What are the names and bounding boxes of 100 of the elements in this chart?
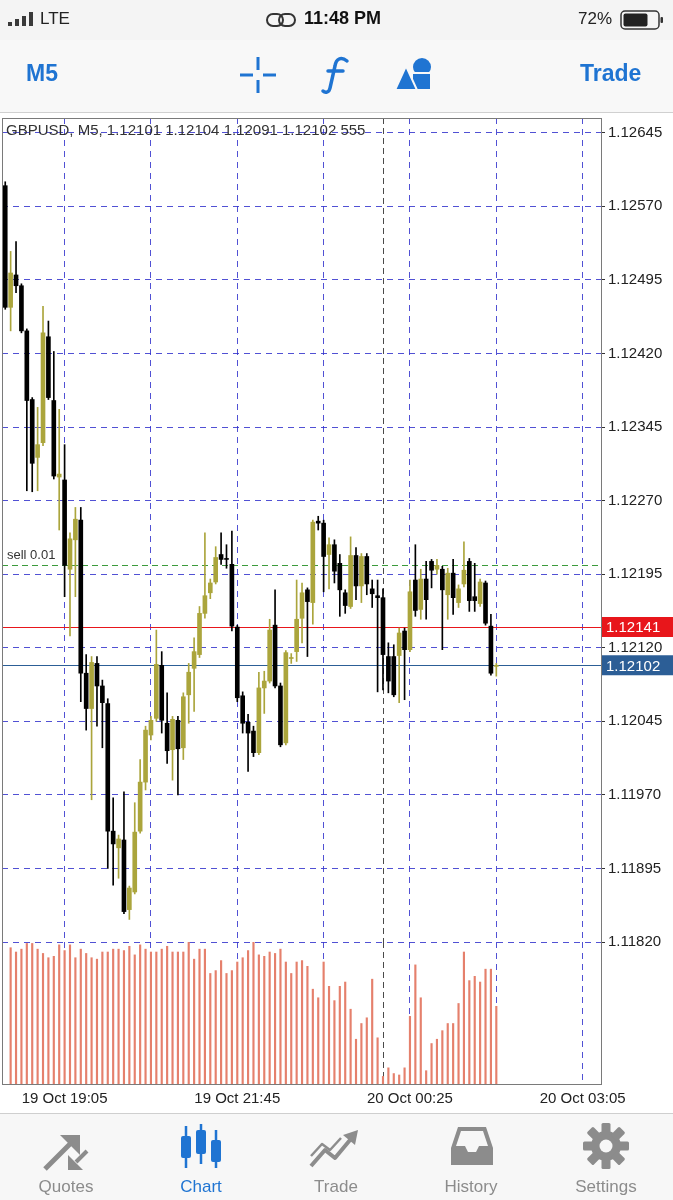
y-tick-label: 1.11970: [608, 785, 662, 802]
bar: [85, 953, 88, 1085]
bar: [263, 955, 266, 1085]
text: M5: [26, 60, 58, 87]
bar: [106, 951, 109, 1085]
bar: [31, 943, 34, 1085]
text: Trade: [313, 1177, 359, 1197]
bar: [344, 981, 347, 1085]
bar: [68, 944, 72, 1085]
bar: [36, 948, 39, 1085]
x-tick-label: 19 Oct 19:05: [21, 1089, 108, 1107]
ref-line-label: 1.12102: [606, 656, 661, 674]
bar: [193, 958, 196, 1085]
y-tick-label: 1.12420: [608, 343, 663, 361]
ref-line-label: 1.12141: [606, 618, 661, 636]
bar: [214, 970, 217, 1085]
bar: [41, 953, 45, 1085]
bar: [279, 948, 282, 1085]
bar: [414, 964, 417, 1085]
bar: [225, 973, 228, 1085]
y-tick-label: 1.11820: [608, 932, 662, 950]
bar: [209, 973, 212, 1085]
bar: [473, 975, 476, 1085]
bar: [435, 1038, 439, 1085]
bar: [489, 968, 492, 1085]
bar: [327, 986, 331, 1085]
bar: [419, 997, 422, 1085]
bar: [311, 988, 314, 1085]
bar: [149, 951, 153, 1085]
bar: [14, 951, 18, 1085]
y-tick-label: 1.12195: [608, 564, 663, 582]
bar: [203, 948, 206, 1085]
bar: [139, 944, 142, 1085]
text: Settings: [574, 1177, 638, 1197]
bar: [365, 1017, 368, 1085]
bar: [52, 955, 55, 1085]
text: Trade: [580, 60, 642, 87]
bar: [112, 948, 115, 1085]
bar: [495, 1006, 498, 1085]
bar: [371, 978, 374, 1085]
ref-line-label: sell 0.01: [7, 546, 56, 562]
bar: [9, 947, 12, 1085]
bar: [166, 945, 169, 1085]
bar: [452, 1023, 455, 1085]
bar: [90, 957, 93, 1085]
candlestick: [326, 537, 332, 590]
bar: [47, 957, 50, 1085]
y-tick-label: 1.12570: [608, 196, 663, 214]
bar: [360, 1023, 363, 1085]
bar: [198, 948, 201, 1085]
text: Quotes: [37, 1177, 95, 1197]
bar: [74, 957, 77, 1085]
candlestick: [493, 663, 499, 677]
bar: [58, 944, 61, 1085]
bar: [273, 953, 277, 1085]
bar: [133, 954, 136, 1085]
y-tick-label: 1.12645: [608, 122, 663, 140]
text: History: [443, 1177, 499, 1197]
x-tick-label: 20 Oct 03:05: [539, 1089, 626, 1107]
bar: [236, 961, 239, 1085]
bar: [295, 961, 298, 1085]
bar: [322, 961, 325, 1085]
text: LTE: [40, 9, 70, 29]
text: Chart: [179, 1177, 223, 1197]
bar: [317, 997, 320, 1085]
bar: [247, 950, 250, 1085]
bar: [79, 948, 82, 1085]
bar: [220, 960, 223, 1085]
bar: [160, 948, 163, 1085]
y-tick-label: 1.12045: [608, 711, 663, 729]
bar: [290, 973, 293, 1085]
bar: [230, 970, 233, 1085]
bar: [408, 1016, 412, 1085]
bar: [457, 1003, 460, 1085]
bar: [101, 951, 104, 1085]
bar: [338, 986, 341, 1085]
bar: [462, 951, 466, 1085]
bar: [155, 951, 158, 1085]
bar: [349, 1008, 352, 1085]
bar: [300, 960, 304, 1085]
chart-title: GBPUSD, M5, 1.12101 1.12104 1.12091 1.12102 555: [6, 121, 366, 139]
bar: [241, 957, 244, 1085]
bar: [171, 951, 174, 1085]
bar: [376, 1037, 379, 1085]
bar: [333, 1000, 336, 1085]
bar: [144, 948, 147, 1085]
bar: [257, 954, 260, 1085]
bar: [479, 981, 482, 1085]
bar: [430, 1043, 433, 1085]
bar: [268, 951, 271, 1085]
candlestick: [261, 670, 267, 714]
bar: [484, 968, 487, 1085]
y-tick-label: 1.12345: [608, 417, 663, 435]
text: 11:48 PM: [304, 8, 382, 29]
text: 72%: [578, 9, 613, 29]
bar: [441, 1030, 444, 1085]
bar: [182, 951, 185, 1085]
candlestick: [369, 579, 375, 608]
bar: [403, 1067, 406, 1085]
y-tick-label: 1.12495: [608, 270, 663, 287]
